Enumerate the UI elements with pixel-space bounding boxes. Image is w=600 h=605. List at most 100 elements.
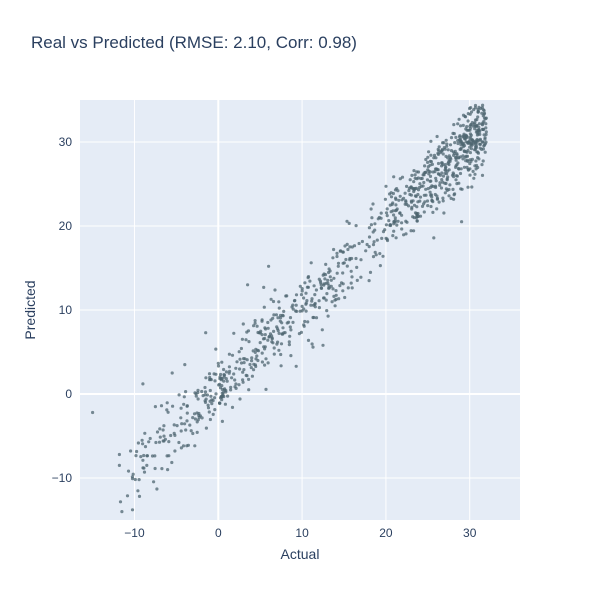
- scatter-point: [188, 423, 192, 427]
- scatter-point: [398, 194, 402, 198]
- scatter-point: [142, 466, 146, 470]
- scatter-point: [391, 201, 395, 205]
- scatter-point: [482, 116, 487, 120]
- scatter-point: [465, 154, 470, 158]
- scatter-point: [418, 214, 423, 218]
- scatter-point: [276, 329, 280, 333]
- scatter-point: [434, 179, 438, 183]
- scatter-point: [431, 210, 435, 214]
- scatter-point: [476, 115, 480, 119]
- scatter-point: [325, 309, 329, 313]
- scatter-point: [384, 223, 388, 227]
- scatter-point: [459, 167, 463, 171]
- scatter-point: [359, 275, 363, 279]
- scatter-point: [468, 151, 472, 155]
- scatter-point: [253, 319, 257, 323]
- scatter-point: [143, 431, 147, 435]
- scatter-point: [159, 404, 164, 408]
- scatter-point: [304, 291, 308, 295]
- scatter-point: [455, 182, 459, 186]
- scatter-point: [429, 139, 433, 143]
- scatter-point: [484, 122, 488, 126]
- scatter-point: [216, 364, 221, 368]
- scatter-point: [245, 374, 249, 378]
- scatter-point: [428, 190, 432, 194]
- scatter-point: [241, 370, 245, 374]
- scatter-point: [255, 324, 259, 328]
- scatter-point: [306, 338, 311, 342]
- scatter-point: [158, 427, 162, 431]
- scatter-point: [349, 269, 353, 273]
- scatter-point: [416, 192, 420, 197]
- scatter-point: [279, 364, 283, 368]
- scatter-point: [369, 207, 373, 211]
- scatter-point: [474, 159, 478, 163]
- scatter-point: [242, 361, 246, 365]
- scatter-point: [250, 356, 254, 360]
- scatter-point: [421, 184, 425, 188]
- scatter-point: [394, 196, 398, 200]
- scatter-point: [473, 127, 477, 131]
- scatter-point: [483, 137, 487, 141]
- scatter-point: [484, 140, 488, 144]
- scatter-point: [153, 454, 157, 458]
- scatter-point: [447, 154, 451, 158]
- scatter-point: [242, 368, 246, 372]
- scatter-point: [197, 415, 201, 419]
- scatter-point: [442, 146, 446, 150]
- x-tick-label: 20: [379, 526, 393, 540]
- scatter-point: [412, 229, 416, 233]
- scatter-point: [303, 281, 307, 285]
- scatter-point: [392, 229, 396, 233]
- scatter-point: [166, 410, 170, 414]
- scatter-point: [457, 167, 461, 171]
- scatter-point: [184, 428, 188, 432]
- scatter-point: [264, 387, 268, 391]
- scatter-point: [141, 458, 145, 462]
- scatter-point: [165, 408, 169, 412]
- scatter-point: [333, 304, 337, 308]
- scatter-point: [276, 316, 280, 320]
- scatter-point: [478, 142, 482, 146]
- scatter-point: [430, 198, 434, 202]
- scatter-point: [185, 444, 189, 448]
- scatter-point: [222, 373, 227, 377]
- scatter-point: [272, 352, 276, 356]
- scatter-point: [441, 152, 445, 156]
- scatter-point: [150, 454, 155, 458]
- scatter-point: [191, 431, 195, 436]
- scatter-point: [237, 383, 241, 387]
- scatter-point: [327, 270, 331, 275]
- scatter-point: [220, 387, 224, 392]
- scatter-point: [452, 172, 456, 176]
- scatter-point: [437, 145, 441, 149]
- scatter-point: [349, 281, 353, 285]
- scatter-point: [444, 154, 448, 158]
- scatter-point: [253, 321, 257, 325]
- scatter-point: [355, 278, 359, 282]
- scatter-point: [400, 227, 404, 231]
- scatter-point: [157, 440, 162, 444]
- scatter-point: [410, 207, 414, 211]
- scatter-point: [412, 169, 416, 173]
- scatter-point: [469, 147, 474, 151]
- scatter-point: [418, 195, 423, 199]
- scatter-point: [367, 235, 372, 239]
- scatter-point: [345, 264, 349, 268]
- scatter-point: [326, 314, 330, 318]
- scatter-point: [446, 175, 450, 179]
- scatter-point: [263, 333, 267, 337]
- scatter-point: [466, 167, 470, 171]
- scatter-point: [345, 219, 349, 223]
- scatter-point: [120, 510, 124, 514]
- scatter-point: [385, 207, 389, 211]
- scatter-point: [282, 309, 286, 313]
- scatter-point: [480, 140, 484, 144]
- scatter-point: [223, 402, 227, 406]
- scatter-point: [422, 210, 426, 214]
- scatter-point: [222, 367, 226, 372]
- scatter-point: [254, 357, 258, 361]
- scatter-point: [454, 178, 458, 182]
- scatter-point: [235, 360, 239, 364]
- scatter-point: [294, 303, 298, 307]
